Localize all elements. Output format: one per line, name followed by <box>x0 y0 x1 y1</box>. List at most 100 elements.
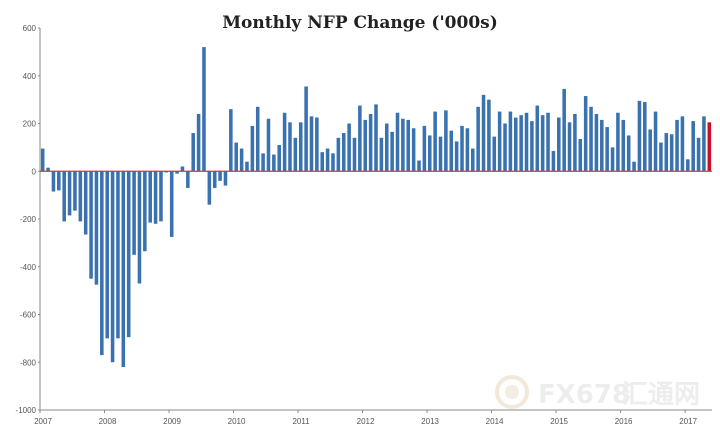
watermark-cjk-text: 汇通网 <box>622 380 700 410</box>
bar <box>272 154 276 172</box>
chart-title: Monthly NFP Change ('000s) <box>222 13 498 33</box>
bar <box>137 171 142 284</box>
y-tick-label: -800 <box>20 358 37 367</box>
y-tick-label: -600 <box>20 311 37 320</box>
bar <box>621 119 626 172</box>
bar <box>578 139 583 172</box>
bar <box>202 47 206 172</box>
bar <box>616 112 620 172</box>
bar <box>207 171 212 205</box>
bar <box>83 171 88 235</box>
bar <box>105 171 109 339</box>
bar <box>331 153 335 172</box>
bar <box>384 123 389 172</box>
bar <box>239 148 244 172</box>
watermark-logo-icon <box>495 375 529 409</box>
bar <box>664 133 669 172</box>
bar <box>309 116 314 172</box>
bar <box>298 122 303 172</box>
bar <box>282 112 287 172</box>
bar <box>100 171 104 356</box>
bar <box>358 105 362 172</box>
bar <box>589 106 593 172</box>
bar <box>62 171 66 222</box>
bar <box>374 104 378 172</box>
bar <box>110 171 115 363</box>
y-tick-label: -200 <box>20 215 37 224</box>
bar <box>497 111 502 172</box>
bar <box>514 117 518 172</box>
bar <box>492 136 497 172</box>
bar <box>368 113 373 172</box>
bar <box>121 171 126 368</box>
bar <box>696 137 701 172</box>
x-tick-label: 2017 <box>679 417 697 426</box>
bar <box>218 171 222 181</box>
x-tick-label: 2010 <box>228 417 246 426</box>
bar <box>304 86 308 172</box>
bar <box>293 137 298 172</box>
bar <box>159 171 163 222</box>
bar <box>336 137 341 172</box>
bar <box>89 171 93 279</box>
bar <box>212 171 217 188</box>
bar <box>196 113 201 172</box>
bar <box>250 125 255 172</box>
bar <box>551 150 556 172</box>
bar <box>438 136 443 172</box>
bar <box>223 171 228 186</box>
bar <box>261 153 265 172</box>
bar <box>143 171 147 252</box>
bar <box>395 112 400 172</box>
bar <box>680 116 685 172</box>
bar <box>406 119 411 172</box>
x-tick-label: 2016 <box>615 417 633 426</box>
bar <box>57 171 61 191</box>
bar <box>605 127 609 172</box>
bar <box>422 125 427 172</box>
x-tick-label: 2007 <box>34 417 52 426</box>
bar <box>535 105 540 172</box>
bar <box>669 134 674 172</box>
fx678-watermark: FX678 汇通网 <box>495 375 700 410</box>
bar <box>245 161 249 172</box>
y-tick-label: -1000 <box>16 406 37 415</box>
bar <box>460 125 464 172</box>
bar <box>626 135 631 172</box>
bar <box>341 133 346 172</box>
bar <box>454 141 459 172</box>
x-tick-label: 2013 <box>421 417 439 426</box>
bar <box>277 144 282 172</box>
bar <box>325 148 330 172</box>
bar <box>401 118 405 172</box>
y-tick-label: 600 <box>23 24 37 33</box>
bar <box>583 96 588 172</box>
bar <box>530 121 534 172</box>
bar <box>94 171 99 285</box>
bar <box>191 133 195 172</box>
x-tick-label: 2009 <box>163 417 181 426</box>
bar <box>266 118 271 172</box>
bar <box>67 171 72 216</box>
bar <box>40 148 45 172</box>
bar <box>390 131 394 172</box>
bar <box>600 119 604 172</box>
bar <box>610 147 615 172</box>
bar-latest <box>707 122 712 172</box>
bar <box>315 117 319 172</box>
bar <box>433 111 437 172</box>
bar <box>519 115 523 172</box>
watermark-text: FX678 <box>538 380 630 410</box>
bar <box>379 137 384 172</box>
bar <box>186 171 190 188</box>
bar <box>691 121 695 172</box>
bar <box>73 171 77 211</box>
bar <box>148 171 152 223</box>
bar <box>153 171 158 224</box>
bar <box>363 119 368 172</box>
bar <box>487 99 491 172</box>
bar <box>180 166 185 172</box>
bar <box>427 135 432 172</box>
